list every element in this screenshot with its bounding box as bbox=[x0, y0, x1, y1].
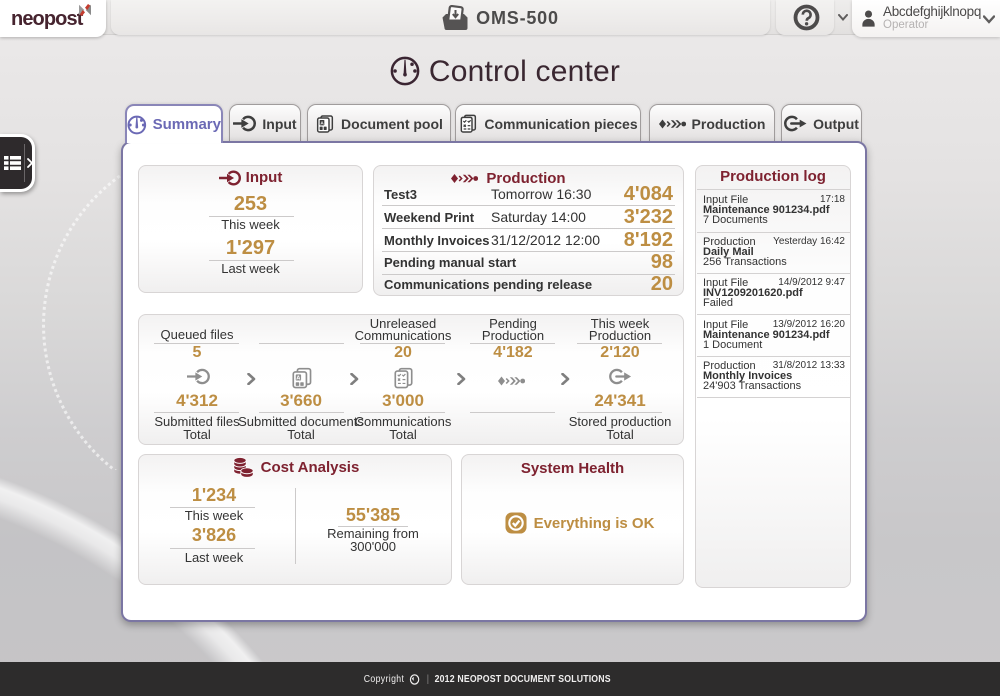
svg-text:A: A bbox=[320, 120, 324, 125]
svg-text:A: A bbox=[296, 376, 300, 382]
